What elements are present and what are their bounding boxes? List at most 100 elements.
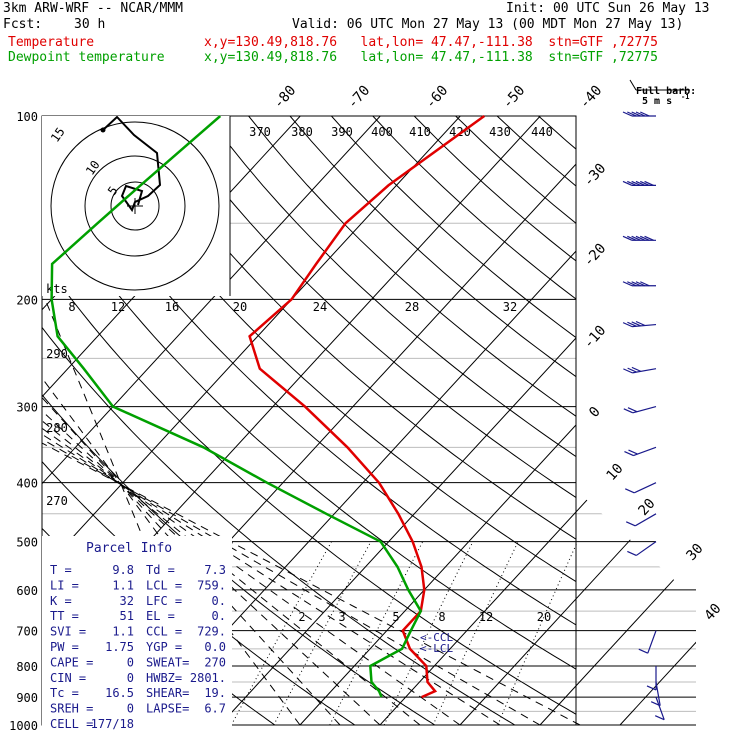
temperature-tick-label: 0 [586, 404, 604, 421]
wind-barb [638, 630, 657, 654]
parcel-info-panel [42, 536, 232, 728]
theta-label: 430 [489, 125, 511, 139]
mixing-ratio-line [497, 541, 579, 726]
parcel-value: 0. [212, 609, 226, 623]
valid-time: Valid: 06 UTC Mon 27 May 13 (00 MDT Mon … [292, 17, 684, 32]
dry-adiabat [413, 116, 576, 262]
parcel-value: 16.5 [105, 686, 134, 700]
temperature-trace [248, 114, 486, 699]
hodograph-trace [102, 115, 162, 213]
temperature-tick-label: 30 [683, 541, 706, 564]
pressure-tick-label: 200 [16, 293, 38, 307]
hodograph-direction-label: 24 [313, 300, 327, 314]
barb-flag [627, 367, 637, 373]
hodograph-direction-label: 16 [165, 300, 179, 314]
hodograph-direction-label: 20 [233, 300, 247, 314]
barb-flag [622, 180, 633, 186]
parcel-value: 6.7 [204, 702, 226, 716]
lcl-annotation: <-LCL [420, 642, 453, 655]
barb-flag [644, 180, 654, 186]
parcel-label: CCL = [146, 625, 182, 639]
barb-flag [622, 235, 633, 241]
dry-adiabat [289, 116, 576, 378]
pressure-tick-label: 300 [16, 401, 38, 415]
barb-flag [631, 281, 641, 287]
hodograph-direction-label: 8 [68, 300, 75, 314]
dry-adiabat [206, 116, 576, 458]
barb-staff [647, 630, 657, 654]
parcel-label: LFC = [146, 594, 182, 608]
forecast-label: Fcst: [3, 17, 43, 32]
parcel-label: SHEAR= [146, 686, 189, 700]
barb-flag [640, 180, 650, 186]
barb-flag [628, 449, 638, 455]
temperature-tick-label: -40 [577, 83, 606, 113]
parcel-label: SVI = [50, 625, 86, 639]
hodograph-ring-10 [84, 155, 186, 257]
theta-label: 280 [46, 421, 68, 435]
parcel-label: HWBZ= [146, 671, 182, 685]
wind-barb [622, 111, 656, 117]
barb-flag [635, 235, 646, 241]
isotherm-line [619, 116, 696, 726]
mixing-ratio-label: 2 [298, 610, 305, 624]
parcel-label: PW = [50, 640, 79, 654]
barb-flag [631, 321, 641, 327]
parcel-label: CELL = [50, 717, 93, 731]
model-title: 3km ARW-WRF -- NCAR/MMM [3, 1, 184, 16]
barb-flag [635, 281, 646, 287]
parcel-label: EL = [146, 609, 175, 623]
parcel-label: T = [50, 563, 72, 577]
dry-adiabat [165, 116, 576, 499]
barb-staff [633, 482, 657, 494]
theta-label: 270 [46, 494, 68, 508]
dry-adiabat [42, 326, 516, 726]
parcel-label: LAPSE= [146, 702, 189, 716]
barb-staff [635, 541, 657, 556]
parcel-label: K = [50, 594, 72, 608]
barb-key-units: 5 m s [642, 96, 672, 107]
dewpoint-trace [50, 115, 423, 698]
isotherm-line [539, 116, 696, 726]
barb-staff [634, 513, 657, 527]
pressure-tick-label: 400 [16, 477, 38, 491]
barb-flag [635, 111, 646, 117]
hodograph-ring-15 [50, 121, 220, 291]
pressure-tick-label: 1000 [9, 719, 38, 733]
dry-adiabat [42, 116, 576, 626]
wind-barb [624, 446, 657, 457]
plot-frame [41, 115, 577, 726]
wind-barb [622, 180, 656, 186]
temperature-tick-label: -20 [581, 241, 610, 271]
parcel-value: 19. [204, 686, 226, 700]
parcel-info-table: T = 9.8 Td = 7.3 LI = 1.1 LCL = 759. K = 32 LFC = 0… [50, 563, 226, 731]
hodograph-direction-label: 32 [503, 300, 517, 314]
wind-barb [625, 482, 657, 494]
isotherm-line [42, 116, 461, 726]
legend-dewpoint-location: x,y=130.49,818.76 lat,lon= 47.47,-111.38… [204, 50, 658, 65]
barb-flag [640, 235, 650, 241]
theta-label: 370 [249, 125, 271, 139]
barb-flag [623, 368, 633, 374]
theta-label: 290 [46, 347, 68, 361]
barb-flag [631, 111, 641, 117]
parcel-label: SREH = [50, 702, 93, 716]
wind-barb [622, 320, 657, 328]
isotherm-line [459, 116, 696, 726]
barb-flag [635, 180, 646, 186]
temperature-tick-label: -50 [500, 83, 529, 113]
parcel-label: TT = [50, 609, 79, 623]
theta-label: 400 [371, 125, 393, 139]
parcel-label: Tc = [50, 686, 79, 700]
hodograph-units: kts [46, 282, 68, 296]
barb-flag [623, 408, 634, 414]
wind-barb [623, 405, 657, 414]
parcel-label: SWEAT= [146, 655, 189, 669]
legend-dewpoint: Dewpoint temperature [8, 50, 165, 65]
parcel-value: 0 [127, 671, 134, 685]
barb-flag [627, 550, 637, 556]
dry-adiabat [248, 116, 576, 417]
barb-flag [638, 648, 649, 654]
